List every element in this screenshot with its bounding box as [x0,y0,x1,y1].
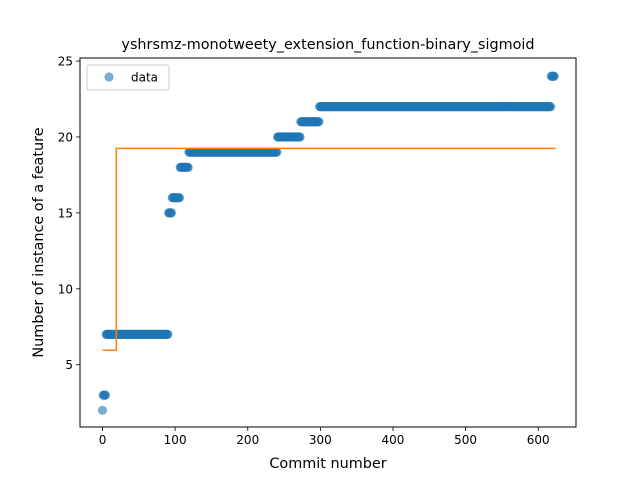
y-axis-label: Number of instance of a feature [31,127,47,357]
plot-area [97,71,559,415]
legend-label-data: data [131,71,158,85]
data-point [163,329,173,339]
data-point [545,101,556,112]
data-point [183,162,193,172]
x-tick-label: 100 [164,433,187,447]
legend: data [86,64,170,91]
x-tick-label: 300 [309,433,332,447]
x-tick-label: 500 [454,433,477,447]
data-point [100,390,111,400]
y-tick-label: 10 [58,282,73,296]
data-point [549,71,559,81]
legend-box [86,64,170,91]
legend-marker-data [104,72,114,82]
data-point [272,147,282,157]
data-point [295,132,305,142]
x-axis: 0 100 200 300 400 500 600 [99,427,550,447]
x-tick-label: 200 [236,433,259,447]
x-tick-label: 600 [527,433,550,447]
y-tick-label: 15 [58,206,73,220]
y-tick-label: 25 [58,55,73,69]
axes-frame [79,57,577,428]
y-tick-label: 20 [58,130,73,144]
x-axis-label: Commit number [269,456,386,472]
y-tick-label: 5 [65,358,73,372]
data-point [166,208,177,218]
y-axis: 5 10 15 20 25 [58,55,80,372]
data-point [314,117,324,127]
x-tick-label: 400 [382,433,405,447]
chart-title: yshrsmz-monotweety_extension_function-bi… [121,37,534,53]
x-tick-label: 0 [99,433,107,447]
data-point [174,193,185,203]
data-point [97,405,108,415]
fit-line [102,147,556,352]
